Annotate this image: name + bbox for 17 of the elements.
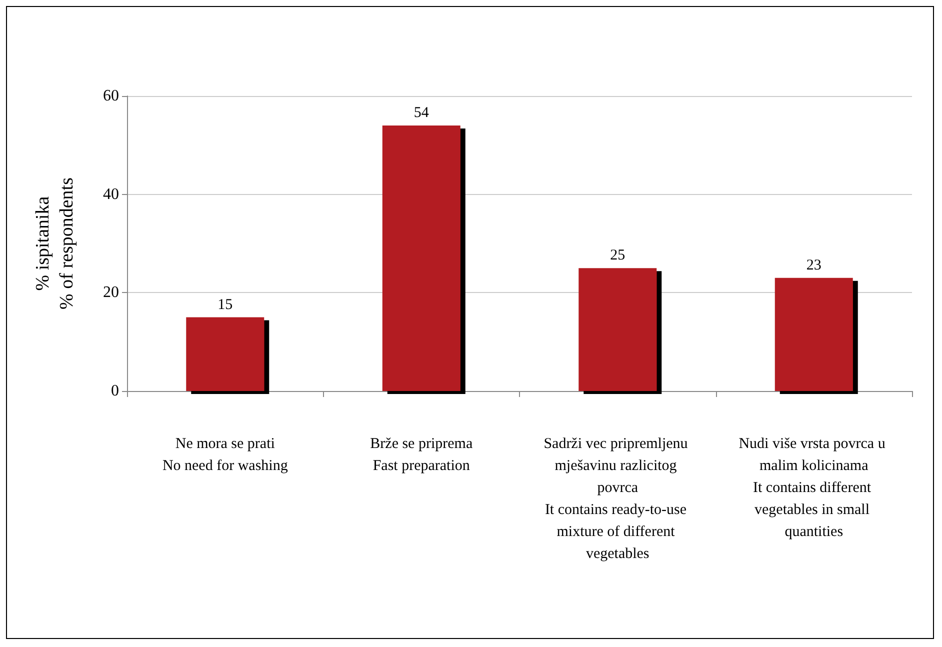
bar bbox=[382, 126, 460, 391]
x-tick-label: Ne mora se prati No need for washing bbox=[162, 436, 288, 474]
bar bbox=[774, 278, 853, 391]
data-label: 25 bbox=[610, 248, 626, 264]
y-tick-label: 0 bbox=[111, 382, 119, 400]
y-axis-title: % ispitanika % of respondents bbox=[32, 178, 78, 310]
bar bbox=[186, 317, 264, 391]
x-tick-label: Brže se priprema Fast preparation bbox=[370, 436, 473, 474]
y-tick-label: 20 bbox=[103, 284, 119, 302]
bar bbox=[578, 268, 657, 391]
x-tick-label: Sadrži vec pripremljenu mješavinu razlicitog povrca It contains ready-to-use mixture of different vegetables bbox=[544, 436, 692, 562]
x-tick-label: Nudi više vrsta povrca u malim kolicinama It contains different vegetables in small quantities bbox=[738, 436, 890, 540]
data-label: 54 bbox=[414, 105, 430, 121]
y-tick-label: 60 bbox=[103, 88, 119, 104]
data-label: 15 bbox=[218, 296, 233, 313]
y-tick-label: 40 bbox=[103, 186, 119, 203]
data-label: 23 bbox=[806, 257, 822, 274]
